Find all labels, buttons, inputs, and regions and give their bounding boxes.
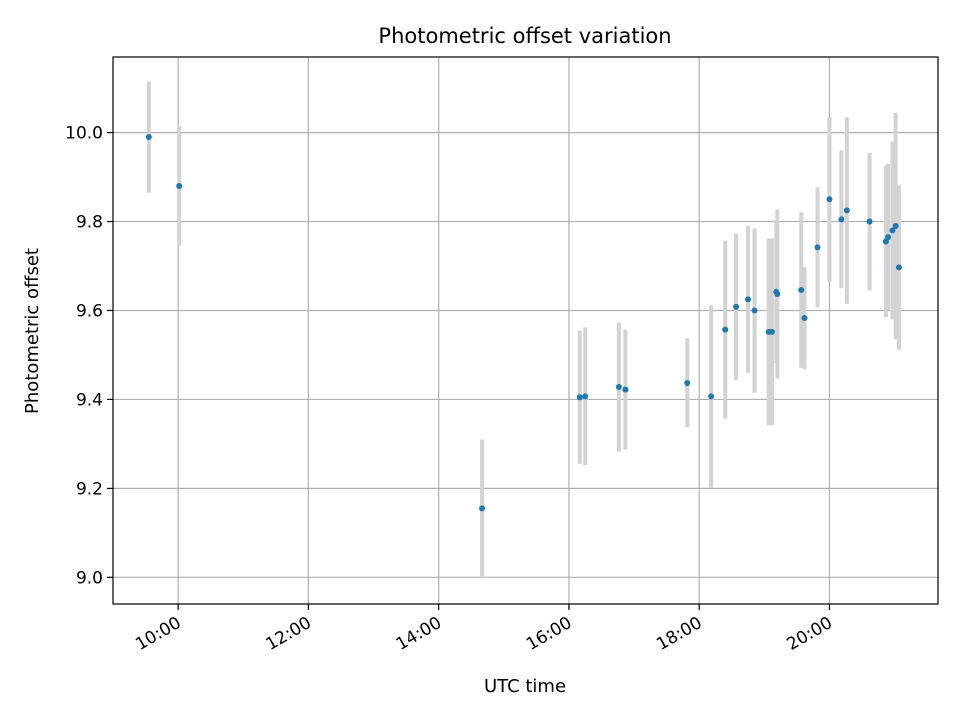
- plot-frame: [112, 56, 939, 605]
- y-tick-label: 9.4: [76, 390, 103, 410]
- data-point: [882, 238, 889, 245]
- data-point: [885, 234, 892, 241]
- data-point: [722, 326, 729, 333]
- data-point: [145, 134, 152, 141]
- data-points: [145, 134, 902, 512]
- y-tick-label: 9.0: [76, 568, 103, 588]
- data-point: [768, 328, 775, 335]
- data-point: [622, 386, 629, 393]
- data-point: [745, 296, 752, 303]
- data-point: [684, 379, 691, 386]
- data-point: [576, 394, 583, 401]
- data-point: [843, 207, 850, 214]
- data-point: [892, 222, 899, 229]
- x-tick-label: 20:00: [784, 613, 836, 655]
- y-tick-label: 10.0: [65, 124, 103, 144]
- data-point: [733, 303, 740, 310]
- x-tick-label: 14:00: [393, 613, 445, 655]
- data-point: [708, 393, 715, 400]
- data-point: [582, 393, 589, 400]
- data-point: [615, 383, 622, 390]
- data-point: [889, 227, 896, 234]
- y-axis: 9.0 9.2 9.4 9.6 9.8 10.0: [65, 124, 113, 588]
- x-tick-label: 18:00: [653, 613, 705, 655]
- x-tick-label: 10:00: [132, 613, 184, 655]
- x-axis-label: UTC time: [484, 676, 566, 697]
- data-point: [866, 218, 873, 225]
- data-point: [798, 287, 805, 294]
- x-tick-label: 16:00: [523, 613, 575, 655]
- data-point: [814, 244, 821, 251]
- x-tick-label: 12:00: [262, 613, 314, 655]
- grid: [113, 57, 938, 604]
- data-point: [479, 505, 486, 512]
- data-point: [826, 196, 833, 203]
- data-point: [838, 216, 845, 223]
- y-tick-label: 9.6: [76, 301, 103, 321]
- data-point: [774, 291, 781, 298]
- data-point: [801, 315, 808, 322]
- y-tick-label: 9.8: [76, 213, 103, 233]
- y-axis-label: Photometric offset: [22, 248, 43, 414]
- data-point: [895, 264, 902, 271]
- y-tick-label: 9.2: [76, 479, 103, 499]
- x-axis: 10:00 12:00 14:00 16:00 18:00 20:00: [132, 604, 836, 655]
- data-point: [176, 182, 183, 189]
- error-bars: [146, 81, 901, 578]
- data-point: [751, 307, 758, 314]
- chart-title: Photometric offset variation: [378, 24, 671, 48]
